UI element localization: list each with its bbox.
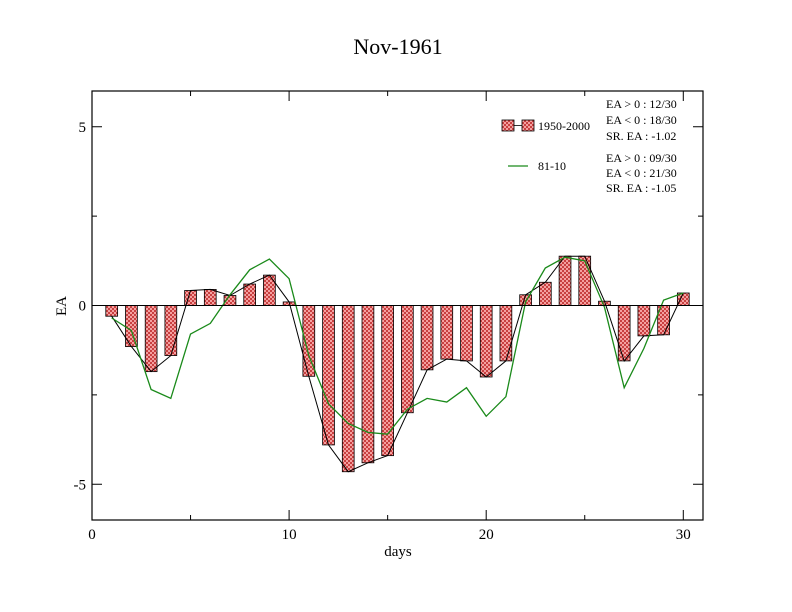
legend-swatch-bar-1 [501,119,515,132]
bar-day-24 [558,255,572,306]
bar-day-18 [440,305,454,360]
bar-day-20 [479,305,493,378]
y-tick-label-0: 0 [79,299,87,315]
bar-day-21 [499,305,513,362]
bar-day-12 [322,305,335,446]
y-axis-label: EA [54,296,70,316]
tick-labels-layer: 0 10 20 30 5 0 -5 [74,120,691,543]
bar-day-13 [341,305,355,473]
bar-day-27 [617,305,631,362]
axes-layer [91,90,704,521]
stats-1950-2000-ea-negative: EA < 0 : 18/30 [606,113,677,127]
bar-day-28 [637,305,651,337]
stats-81-10-ea-positive: EA > 0 : 09/30 [606,151,677,165]
bar-day-19 [460,305,473,362]
bar-day-8 [243,283,256,306]
bar-day-16 [401,305,414,414]
stats-1950-2000-sr-ea: SR. EA : -1.02 [606,129,676,143]
bar-outline-layer [111,255,684,473]
bar-day-9 [263,274,276,306]
stats-81-10-ea-negative: EA < 0 : 21/30 [606,166,677,180]
bar-day-17 [420,305,434,371]
bar-day-23 [539,281,552,306]
stats-1950-2000-ea-positive: EA > 0 : 12/30 [606,97,677,111]
line-layer [111,256,684,435]
y-tick-label-5: 5 [79,120,87,136]
bars-layer [105,255,690,473]
bar-day-3 [144,305,158,373]
legend-entry-1950-2000: 1950-2000 [538,119,590,133]
series-81-10-line [111,256,684,435]
stats-81-10-sr-ea: SR. EA : -1.05 [606,181,676,195]
bar-day-25 [578,255,592,306]
bar-day-14 [361,305,375,464]
x-axis-label: days [384,544,412,560]
bar-day-6 [203,289,217,306]
legend: 1950-2000 81-10 EA > 0 : 12/30 EA < 0 : … [501,97,677,195]
x-tick-label-20: 20 [479,527,494,543]
y-tick-label--5: -5 [74,477,87,493]
x-tick-label-10: 10 [282,527,297,543]
legend-swatch-bar-2 [521,119,535,132]
series-1950-2000-line [111,255,684,473]
chart-title: Nov-1961 [353,34,442,59]
legend-entry-81-10: 81-10 [538,159,566,173]
bar-day-1 [105,305,119,317]
x-tick-label-30: 30 [676,527,691,543]
bar-day-4 [164,305,178,356]
x-tick-label-0: 0 [88,527,96,543]
